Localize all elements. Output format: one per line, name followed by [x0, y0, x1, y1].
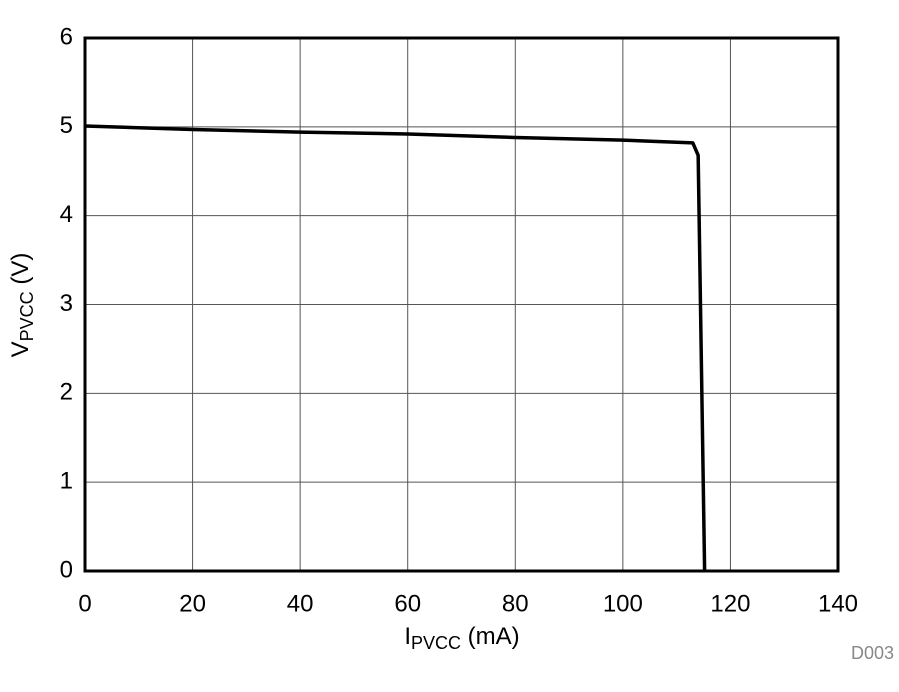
data-line	[84, 124, 707, 572]
plot-border	[83, 36, 840, 573]
x-tick-label: 40	[287, 590, 314, 617]
x-tick-label: 140	[818, 590, 858, 617]
x-axis-label: IPVCC (mA)	[404, 623, 519, 652]
y-tick-label: 1	[60, 468, 73, 495]
y-tick-label: 6	[60, 23, 73, 50]
y-axis-label: VPVCC (V)	[7, 253, 36, 358]
y-tick-label: 2	[60, 379, 73, 406]
x-label-main: I	[404, 623, 411, 650]
footnote: D003	[851, 643, 894, 663]
y-tick-label: 4	[60, 201, 73, 228]
x-tick-label: 100	[603, 590, 643, 617]
x-label-suffix: (mA)	[461, 623, 520, 650]
x-tick-label: 60	[394, 590, 421, 617]
y-tick-label: 0	[60, 556, 73, 583]
y-label-suffix: (V)	[7, 253, 34, 292]
y-label-sub: PVCC	[17, 291, 37, 341]
y-tick-label: 5	[60, 112, 73, 139]
x-tick-label: 80	[502, 590, 529, 617]
y-label-main: V	[7, 341, 34, 357]
x-tick-label: 20	[179, 590, 206, 617]
x-tick-label: 0	[78, 590, 91, 617]
x-label-sub: PVCC	[411, 633, 461, 653]
x-tick-label: 120	[710, 590, 750, 617]
y-tick-label: 3	[60, 290, 73, 317]
